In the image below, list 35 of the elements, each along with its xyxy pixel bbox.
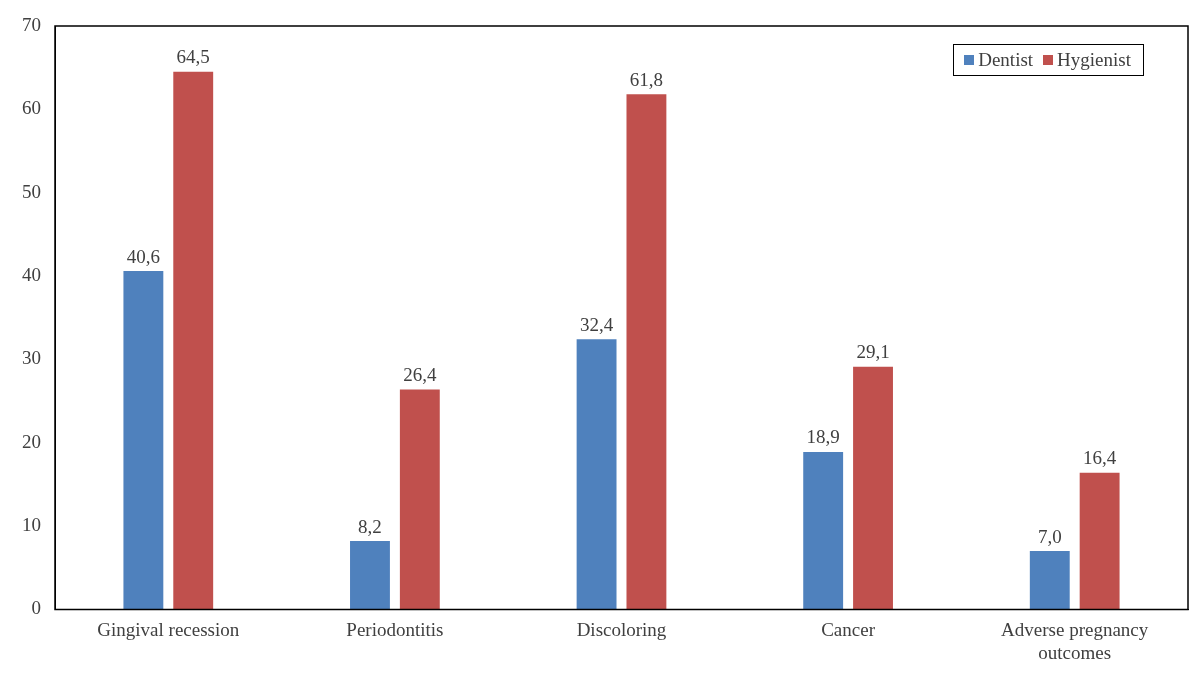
bar [123,271,164,610]
x-tick-label: Periodontitis [346,618,444,640]
y-tick-label: 10 [22,514,41,536]
x-tick-label: Adverse pregnancy outcomes [1001,618,1149,663]
data-label: 29,1 [856,341,890,363]
bar [173,71,214,610]
x-tick-label: Discoloring [576,618,667,640]
data-label: 26,4 [403,363,437,385]
x-tick-label: Cancer [821,618,876,640]
data-label: 18,9 [806,426,840,448]
legend-label: Hygienist [1057,49,1131,71]
y-tick-label: 20 [22,430,41,452]
bar [576,339,617,610]
bar [803,451,844,610]
y-tick-label: 40 [22,264,41,286]
data-label: 8,2 [358,515,382,537]
bar [399,389,440,610]
data-label: 61,8 [629,68,664,90]
bar [1079,472,1120,610]
y-tick-label: 30 [22,347,41,369]
data-label: 64,5 [176,46,210,68]
bar [350,541,390,610]
bar [1029,551,1070,610]
data-label: 40,6 [126,245,160,267]
x-tick-label: Gingival recession [97,618,240,640]
data-label: 16,4 [1083,447,1117,469]
data-label: 32,4 [579,313,614,335]
bar [626,94,667,610]
y-tick-label: 70 [22,13,41,35]
data-label: 7,0 [1037,525,1062,547]
bar [853,366,893,610]
legend-label: Dentist [978,49,1034,71]
y-tick-label: 50 [22,180,41,202]
y-tick-label: 60 [22,97,41,119]
y-tick-label: 0 [31,597,41,619]
